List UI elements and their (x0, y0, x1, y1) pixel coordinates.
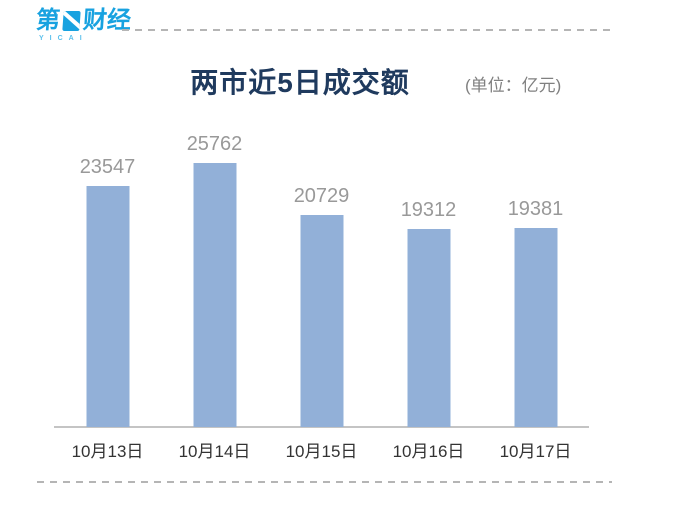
bar (300, 215, 343, 427)
unit-label: (单位：亿元) (465, 76, 562, 95)
x-axis-line (54, 426, 589, 428)
bar (407, 229, 450, 427)
bar-value-label: 19312 (400, 199, 457, 221)
logo-screen-icon (62, 11, 81, 31)
bar-value-label: 25762 (186, 133, 243, 155)
x-axis-category-label: 10月14日 (178, 442, 251, 461)
bar (193, 163, 236, 427)
yicai-logo: 第 财经 YICAI (35, 7, 132, 42)
bar-value-label: 19381 (507, 198, 564, 220)
x-axis-category-label: 10月15日 (285, 442, 358, 461)
x-axis-category-label: 10月17日 (499, 442, 572, 461)
bar-group: 20729 10月15日 (268, 127, 375, 460)
turnover-bar-chart: 23547 10月13日 25762 10月14日 20729 10月15日 19312 10… (54, 127, 589, 460)
bottom-dashed-divider (37, 481, 612, 483)
bar-group: 23547 10月13日 (54, 127, 161, 460)
logo-wordmark: 第 财经 (35, 7, 132, 34)
bar-group: 25762 10月14日 (161, 127, 268, 460)
bar-group: 19312 10月16日 (375, 127, 482, 460)
bar-group: 19381 10月17日 (482, 127, 589, 460)
x-axis-category-label: 10月13日 (71, 442, 144, 461)
bar-value-label: 23547 (79, 156, 136, 178)
bar (514, 228, 557, 427)
x-axis-category-label: 10月16日 (392, 442, 465, 461)
top-dashed-divider (122, 29, 612, 31)
chart-title: 两市近5日成交额 (190, 67, 410, 98)
logo-subtext: YICAI (39, 35, 88, 42)
bar-value-label: 20729 (293, 185, 350, 207)
bar (86, 186, 129, 427)
logo-text-prefix: 第 (35, 7, 61, 34)
